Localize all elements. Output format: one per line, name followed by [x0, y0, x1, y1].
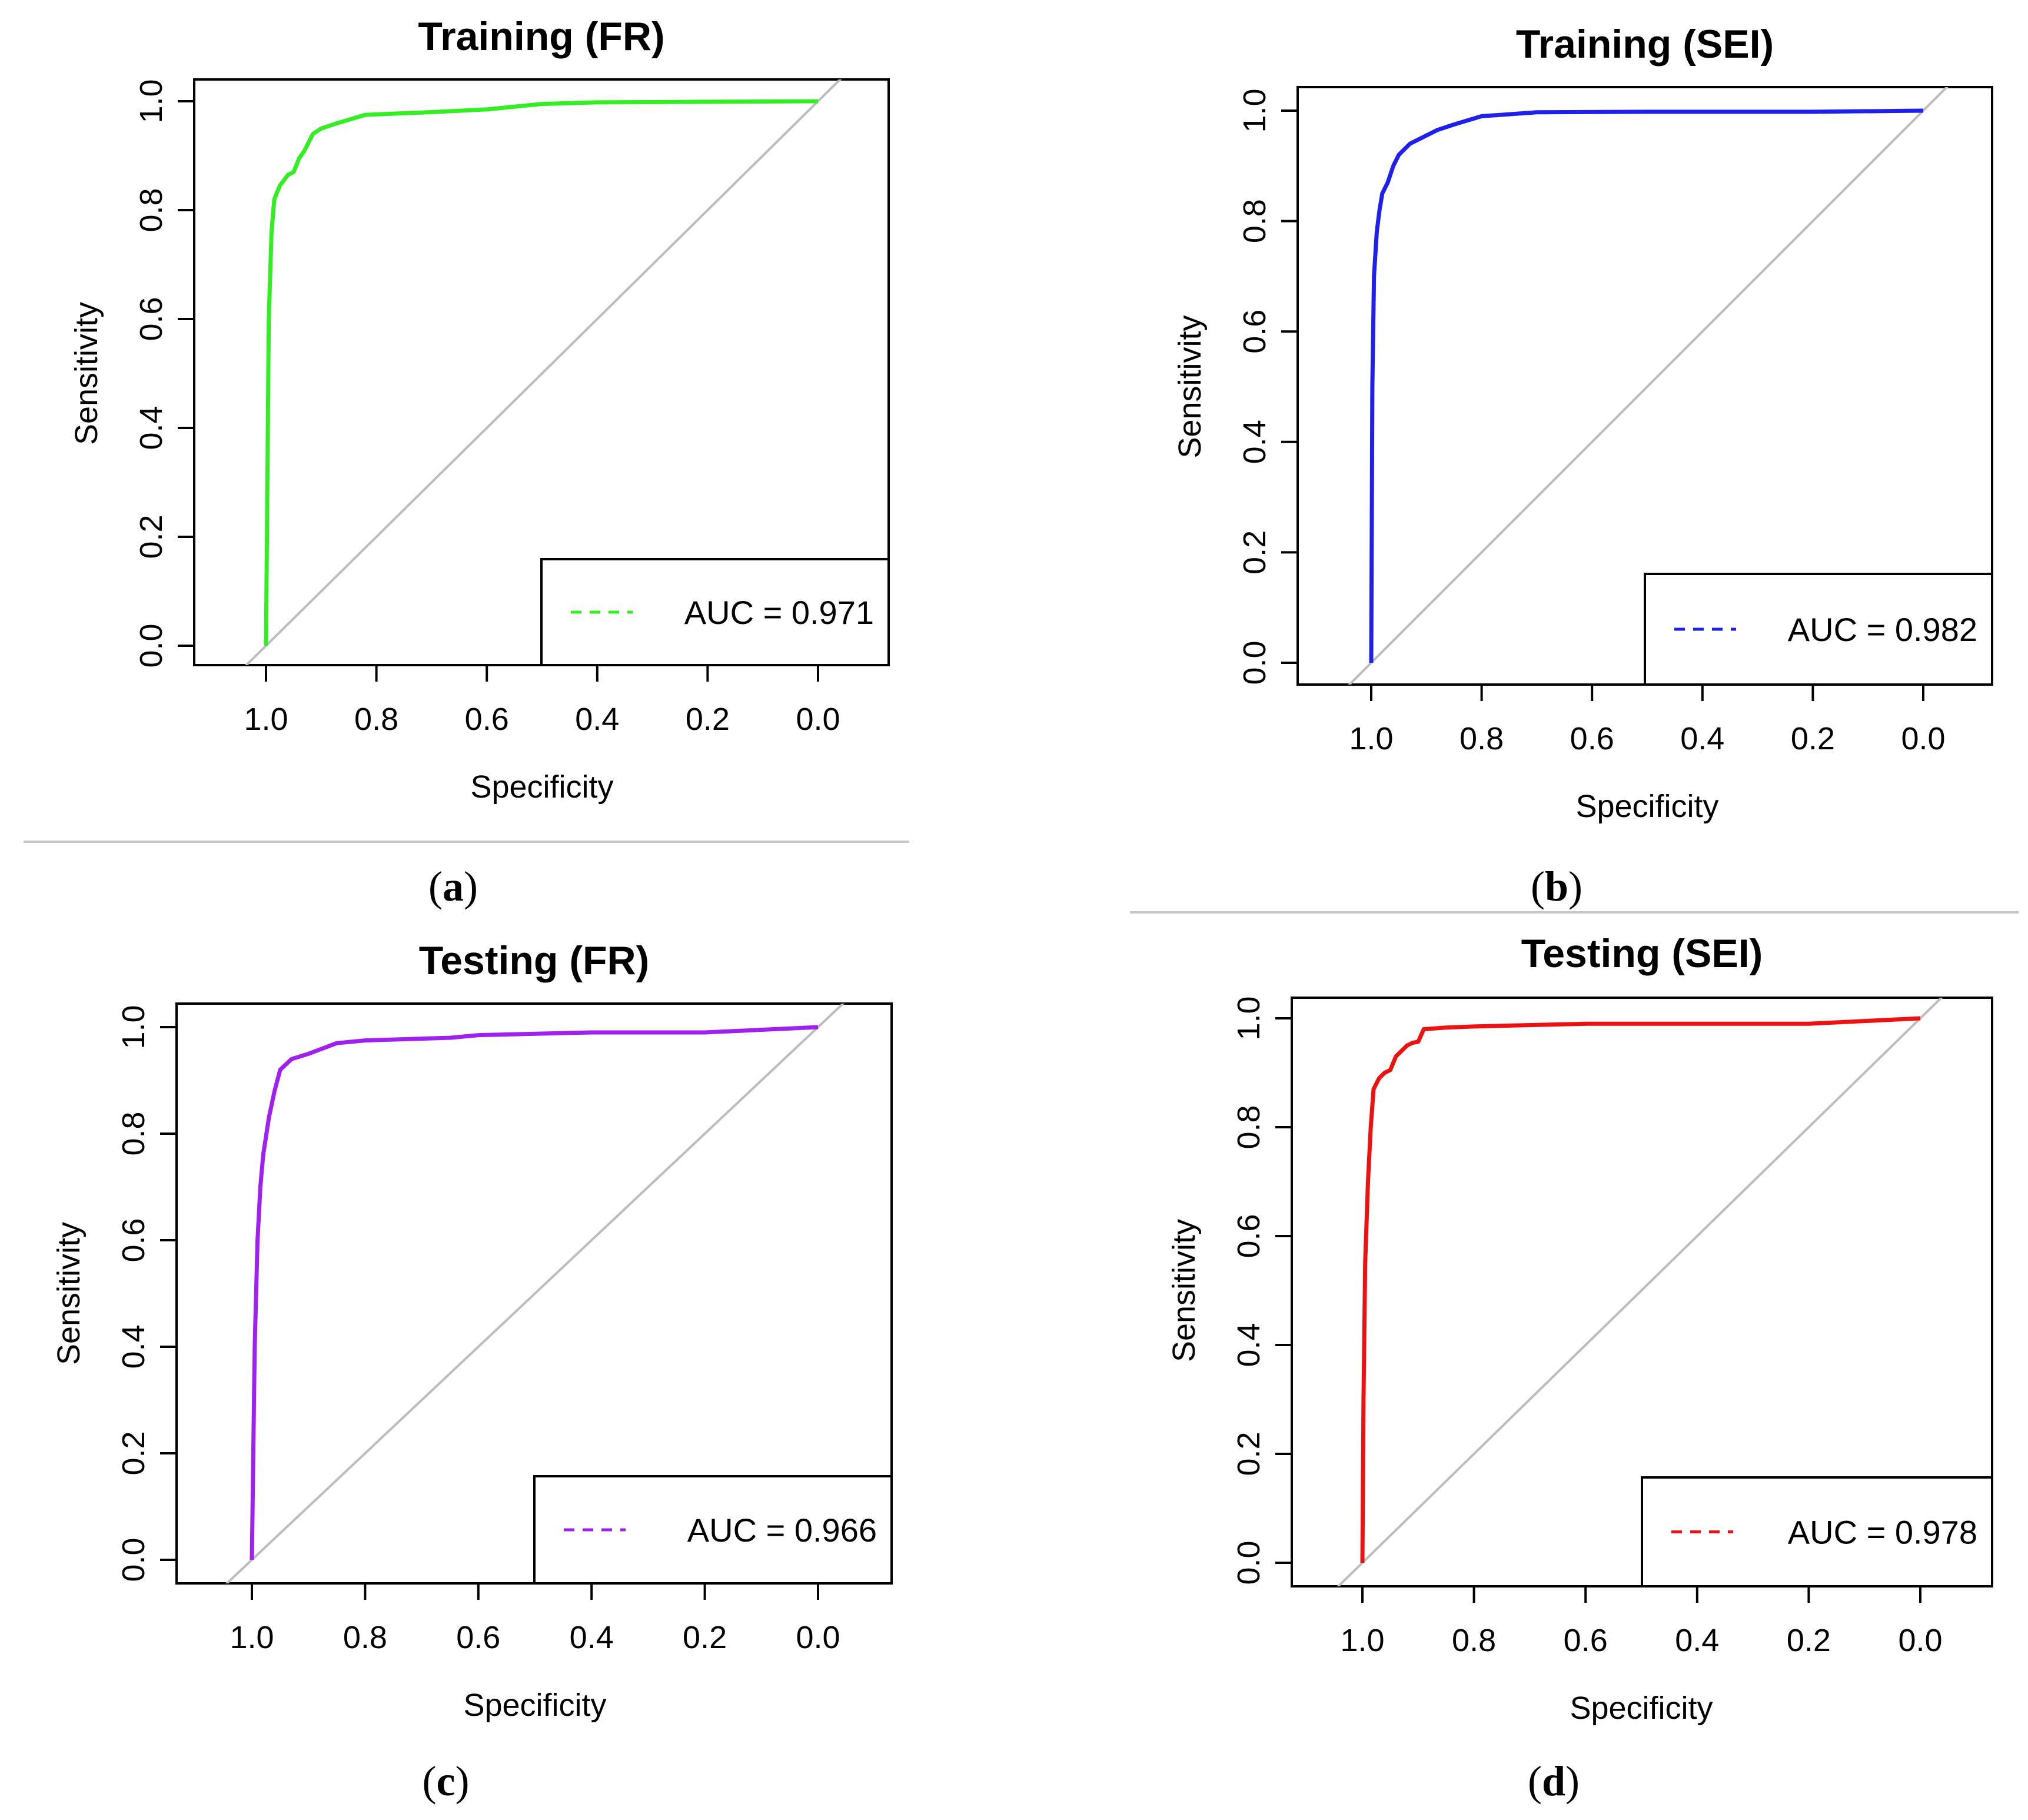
- y-tick-label: 0.4: [1231, 1323, 1266, 1367]
- y-tick-label: 0.8: [1237, 199, 1272, 243]
- roc-panel-c: Testing (FR) 0.0 0.2 0.4 0.6 0.8 1.0 Sensitivit…: [51, 938, 893, 1805]
- x-tick-label: 0.6: [456, 1620, 500, 1655]
- x-tick-label: 0.8: [1452, 1623, 1496, 1658]
- x-tick-label: 0.2: [686, 702, 730, 737]
- chance-diagonal-line: [244, 79, 842, 665]
- panel-letter: d: [1542, 1758, 1565, 1805]
- x-tick-label: 1.0: [230, 1620, 274, 1655]
- y-tick-label: 0.6: [1231, 1214, 1266, 1258]
- legend: AUC = 0.978: [1641, 1476, 1993, 1587]
- x-axis-label: Specificity: [463, 1688, 606, 1723]
- y-tick-label: 0.0: [1237, 640, 1272, 685]
- y-tick-label: 0.8: [134, 188, 169, 232]
- x-tick-label: 0.4: [1680, 721, 1724, 756]
- x-tick-label: 0.2: [1791, 721, 1835, 756]
- y-axis-label: Sensitivity: [51, 1222, 87, 1365]
- x-tick-label: 1.0: [1349, 721, 1393, 756]
- y-tick-label: 0.4: [134, 406, 169, 450]
- x-axis-label: Specificity: [1570, 1691, 1713, 1726]
- x-axis-label: Specificity: [1575, 789, 1718, 824]
- y-tick-label: 0.2: [134, 514, 169, 559]
- x-tick-label: 0.6: [1570, 721, 1614, 756]
- y-tick-label: 0.4: [116, 1324, 151, 1369]
- y-tick-label: 1.0: [116, 1005, 151, 1049]
- roc-panel-d: Testing (SEI) 0.0 0.2 0.4 0.6 0.8 1.0 Sensitivi…: [1166, 931, 1993, 1805]
- y-tick-label: 1.0: [1237, 88, 1272, 132]
- y-tick-label: 0.4: [1237, 420, 1272, 464]
- x-tick-label: 0.2: [1787, 1623, 1831, 1658]
- roc-curve-line: [1369, 108, 1924, 663]
- legend: AUC = 0.982: [1644, 573, 1993, 686]
- chance-diagonal-line: [1348, 87, 1949, 685]
- y-tick-label: 0.0: [134, 623, 169, 667]
- roc-panel-a: Training (FR) 0.0 0.2 0.4 0.6 0.8 1.0 Sensitivi…: [69, 14, 890, 910]
- panel-caption: (a): [428, 863, 478, 910]
- y-axis-label: Sensitivity: [69, 302, 104, 445]
- x-tick-label: 0.6: [465, 702, 509, 737]
- x-tick-label: 1.0: [244, 702, 288, 737]
- x-axis-label: Specificity: [470, 769, 613, 805]
- y-tick-label: 0.8: [1231, 1105, 1266, 1149]
- y-tick-label: 0.8: [116, 1111, 151, 1155]
- panel-letter: b: [1545, 863, 1568, 910]
- roc-curve-line: [1360, 1016, 1921, 1563]
- y-tick-label: 0.2: [1237, 530, 1272, 574]
- x-tick-label: 0.4: [1675, 1623, 1719, 1658]
- legend-label: AUC = 0.966: [687, 1512, 877, 1549]
- x-tick-label: 0.6: [1564, 1623, 1608, 1658]
- chart-title: Testing (FR): [419, 938, 650, 983]
- x-tick-label: 0.4: [570, 1620, 614, 1655]
- x-tick-label: 0.8: [343, 1620, 387, 1655]
- chance-diagonal-line: [1337, 998, 1943, 1586]
- x-tick-label: 1.0: [1340, 1623, 1384, 1658]
- x-tick-label: 0.0: [796, 702, 840, 737]
- legend-label: AUC = 0.982: [1788, 611, 1977, 648]
- x-tick-label: 0.2: [683, 1620, 727, 1655]
- panel-caption: (d): [1528, 1758, 1580, 1805]
- y-tick-label: 1.0: [134, 79, 169, 123]
- x-tick-label: 0.0: [1898, 1623, 1942, 1658]
- y-tick-label: 0.6: [1237, 310, 1272, 354]
- x-tick-label: 0.0: [796, 1620, 840, 1655]
- y-tick-label: 0.0: [116, 1537, 151, 1582]
- y-axis-label: Sensitivity: [1166, 1219, 1202, 1362]
- roc-panel-b: Training (SEI) 0.0 0.2 0.4 0.6 0.8 1.0 Sensitiv…: [1172, 22, 1993, 910]
- roc-curve-line: [250, 1025, 819, 1560]
- legend: AUC = 0.966: [533, 1475, 893, 1585]
- roc-curve-line: [264, 99, 819, 646]
- y-tick-label: 0.0: [1231, 1540, 1266, 1585]
- panel-caption: (b): [1531, 863, 1582, 910]
- x-tick-label: 0.0: [1901, 721, 1945, 756]
- chart-title: Training (FR): [418, 14, 664, 59]
- panel-letter: a: [443, 863, 464, 910]
- legend-label: AUC = 0.978: [1788, 1514, 1977, 1551]
- x-tick-label: 0.4: [575, 702, 619, 737]
- panel-letter: c: [437, 1758, 456, 1805]
- panel-caption: (c): [423, 1758, 470, 1805]
- x-tick-label: 0.8: [1460, 721, 1504, 756]
- y-tick-label: 1.0: [1231, 996, 1266, 1040]
- y-axis-label: Sensitivity: [1172, 315, 1208, 458]
- x-tick-label: 0.8: [354, 702, 398, 737]
- legend-box: [533, 1475, 893, 1585]
- chart-title: Testing (SEI): [1521, 931, 1763, 976]
- chance-diagonal-line: [225, 1004, 845, 1583]
- legend: AUC = 0.971: [540, 558, 890, 666]
- y-tick-label: 0.2: [1231, 1432, 1266, 1476]
- legend-label: AUC = 0.971: [684, 594, 874, 631]
- chart-title: Training (SEI): [1516, 22, 1774, 67]
- y-tick-label: 0.6: [134, 297, 169, 341]
- y-tick-label: 0.6: [116, 1218, 151, 1262]
- y-tick-label: 0.2: [116, 1431, 151, 1475]
